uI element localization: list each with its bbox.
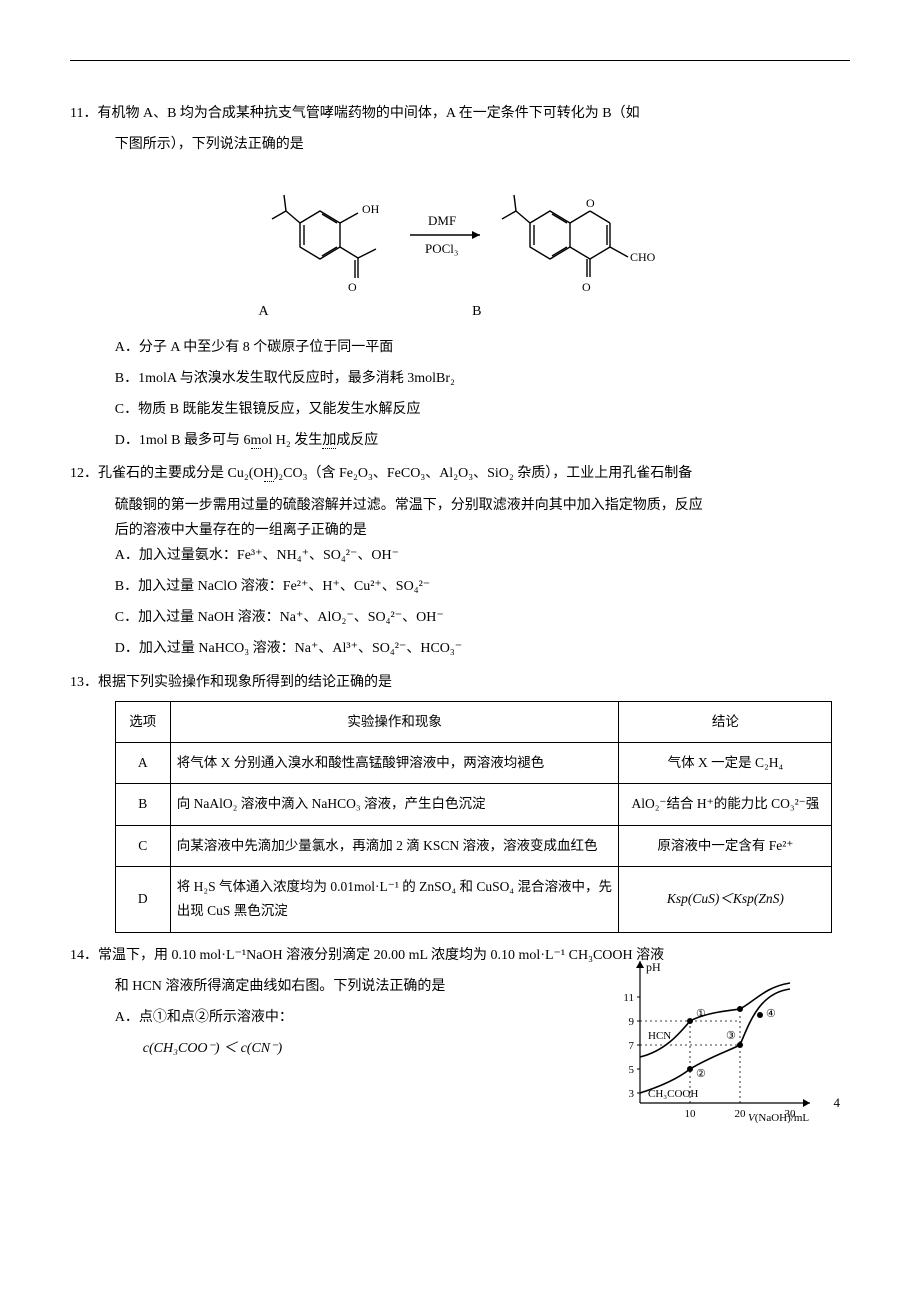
- ytick-7: 7: [629, 1040, 635, 1052]
- y-ticks: 3 5 7 9 11: [623, 992, 634, 1100]
- q13-r2-concl: 原溶液中一定含有 Fe²⁺: [619, 825, 832, 866]
- q13-r3-op: 将 H₂S 气体通入浓度均为 0.01mol·L⁻¹ 的 ZnSO₄ 和 CuS…: [170, 867, 619, 933]
- ytick-9: 9: [629, 1016, 635, 1028]
- hcn-label: HCN: [648, 1030, 671, 1042]
- question-14: 14．常温下，用 0.10 mol·L⁻¹NaOH 溶液分别滴定 20.00 m…: [70, 943, 850, 1062]
- q11-stem-line1: 有机物 A、B 均为合成某种抗支气管哮喘药物的中间体，A 在一定条件下可转化为 …: [97, 106, 639, 121]
- question-11: 11．有机物 A、B 均为合成某种抗支气管哮喘药物的中间体，A 在一定条件下可转…: [70, 101, 850, 453]
- q12-options: A．加入过量氨水：Fe³⁺、NH₄⁺、SO₄²⁻、OH⁻ B．加入过量 NaCl…: [70, 543, 850, 662]
- ytick-3: 3: [629, 1088, 635, 1100]
- arrow-top-text: DMF: [428, 213, 456, 228]
- table-row: A 将气体 X 分别通入溴水和酸性高锰酸钾溶液中，两溶液均褪色 气体 X 一定是…: [115, 743, 832, 784]
- reaction-arrow-head: [472, 231, 480, 239]
- xtick-20: 20: [735, 1108, 747, 1120]
- pt1: ①: [696, 1008, 706, 1020]
- q12-opt-a: A．加入过量氨水：Fe³⁺、NH₄⁺、SO₄²⁻、OH⁻: [115, 543, 850, 568]
- q14-titration-graph: 3 5 7 9 11 10 20 30: [610, 953, 820, 1132]
- q13-stem: 13．根据下列实验操作和现象所得到的结论正确的是: [70, 670, 850, 695]
- q14-opt-a-line1: A．点①和点②所示溶液中：: [115, 1005, 567, 1030]
- q11-options: A．分子 A 中至少有 8 个碳原子位于同一平面 B．1molA 与浓溴水发生取…: [70, 335, 850, 454]
- xtick-10: 10: [685, 1108, 697, 1120]
- xlabel: V(NaOH)/mL: [748, 1112, 809, 1123]
- q13-number: 13．: [70, 675, 98, 690]
- pt3: ③: [726, 1030, 736, 1042]
- q14-stem-line2: 和 HCN 溶液所得滴定曲线如右图。下列说法正确的是: [115, 974, 567, 999]
- q13-table: 选项 实验操作和现象 结论 A 将气体 X 分别通入溴水和酸性高锰酸钾溶液中，两…: [115, 701, 833, 933]
- x-axis-arrow: [803, 1099, 810, 1107]
- q13-header-row: 选项 实验操作和现象 结论: [115, 701, 832, 742]
- molecule-b: [502, 195, 628, 277]
- molecule-a: [272, 195, 376, 278]
- q14-svg: 3 5 7 9 11 10 20 30: [610, 953, 820, 1123]
- q13-h2: 结论: [619, 701, 832, 742]
- q13-stem-text: 根据下列实验操作和现象所得到的结论正确的是: [98, 675, 392, 690]
- q11-opt-d: D．1mol B 最多可与 6mol H₂ 发生加成反应: [115, 428, 850, 453]
- table-row: D 将 H₂S 气体通入浓度均为 0.01mol·L⁻¹ 的 ZnSO₄ 和 C…: [115, 867, 832, 933]
- ylabel: pH: [646, 960, 661, 974]
- question-12: 12．孔雀石的主要成分是 Cu₂(OH)₂CO₃（含 Fe₂O₃、FeCO₃、A…: [70, 461, 850, 661]
- question-13: 13．根据下列实验操作和现象所得到的结论正确的是 选项 实验操作和现象 结论 A…: [70, 670, 850, 933]
- table-row: C 向某溶液中先滴加少量氯水，再滴加 2 滴 KSCN 溶液，溶液变成血红色 原…: [115, 825, 832, 866]
- q11-stem-cont: 下图所示），下列说法正确的是: [70, 132, 850, 157]
- q11-svg: OH O DMF POCl₃: [240, 163, 680, 303]
- q13-r1-op: 向 NaAlO₂ 溶液中滴入 NaHCO₃ 溶液，产生白色沉淀: [170, 784, 619, 825]
- q14-number: 14．: [70, 948, 98, 963]
- point-labels: ① ② ③ ④: [696, 1008, 776, 1080]
- q11-stem: 11．有机物 A、B 均为合成某种抗支气管哮喘药物的中间体，A 在一定条件下可转…: [70, 101, 850, 126]
- q11-number: 11．: [70, 106, 97, 121]
- molA-letter: A: [259, 299, 269, 324]
- q12-number: 12．: [70, 466, 98, 481]
- molB-o1-label: O: [586, 196, 595, 210]
- q12-opt-c: C．加入过量 NaOH 溶液：Na⁺、AlO₂⁻、SO₄²⁻、OH⁻: [115, 605, 850, 630]
- q12-stem-cont: 硫酸铜的第一步需用过量的硫酸溶解并过滤。常温下，分别取滤液并向其中加入指定物质，…: [70, 493, 850, 543]
- molB-cho-label: CHO: [630, 250, 656, 264]
- q13-h0: 选项: [115, 701, 170, 742]
- q14-stem-line1: 常温下，用 0.10 mol·L⁻¹NaOH 溶液分别滴定 20.00 mL 浓…: [98, 948, 664, 963]
- molA-oh-label: OH: [362, 202, 380, 216]
- q12-opt-d: D．加入过量 NaHCO₃ 溶液：Na⁺、Al³⁺、SO₄²⁻、HCO₃⁻: [115, 636, 850, 661]
- molB-letter: B: [472, 299, 481, 324]
- q12-stem: 12．孔雀石的主要成分是 Cu₂(OH)₂CO₃（含 Fe₂O₃、FeCO₃、A…: [70, 461, 850, 486]
- molA-o-label: O: [348, 280, 357, 294]
- q13-r2-op: 向某溶液中先滴加少量氯水，再滴加 2 滴 KSCN 溶液，溶液变成血红色: [170, 825, 619, 866]
- q13-r1-opt: B: [115, 784, 170, 825]
- y-axis-arrow: [636, 961, 644, 968]
- q13-r3-concl: Ksp(CuS)＜Ksp(ZnS): [619, 867, 832, 933]
- table-row: B 向 NaAlO₂ 溶液中滴入 NaHCO₃ 溶液，产生白色沉淀 AlO₂⁻结…: [115, 784, 832, 825]
- q11-reaction-diagram: OH O DMF POCl₃: [70, 163, 850, 324]
- ytick-11: 11: [623, 992, 634, 1004]
- molB-o2-label: O: [582, 280, 591, 294]
- ch3cooh-label: CH₃COOH: [648, 1088, 698, 1100]
- q13-r3-opt: D: [115, 867, 170, 933]
- page-top-rule: [70, 60, 850, 61]
- arrow-bot-text: POCl₃: [425, 241, 458, 256]
- q13-r0-concl: 气体 X 一定是 C₂H₄: [619, 743, 832, 784]
- curve-hcn: [640, 983, 790, 1057]
- q11-opt-c: C．物质 B 既能发生银镜反应，又能发生水解反应: [115, 397, 850, 422]
- q11-opt-b: B．1molA 与浓溴水发生取代反应时，最多消耗 3molBr₂: [115, 366, 850, 391]
- q12-opt-b: B．加入过量 NaClO 溶液：Fe²⁺、H⁺、Cu²⁺、SO₄²⁻: [115, 574, 850, 599]
- q11-opt-a: A．分子 A 中至少有 8 个碳原子位于同一平面: [115, 335, 850, 360]
- q11-mol-labels: A B: [70, 299, 850, 324]
- q13-r1-concl: AlO₂⁻结合 H⁺的能力比 CO₃²⁻强: [619, 784, 832, 825]
- q14-body: 和 HCN 溶液所得滴定曲线如右图。下列说法正确的是 A．点①和点②所示溶液中：…: [70, 974, 567, 1062]
- q13-r0-opt: A: [115, 743, 170, 784]
- q12-stem-line3: 后的溶液中大量存在的一组离子正确的是: [115, 518, 850, 543]
- q13-h1: 实验操作和现象: [170, 701, 619, 742]
- q13-r2-opt: C: [115, 825, 170, 866]
- q14-opt-a-line2: c(CH₃COO⁻) ＜ c(CN⁻): [115, 1036, 567, 1061]
- ytick-5: 5: [629, 1064, 635, 1076]
- pt4: ④: [766, 1008, 776, 1020]
- q11-stem-line2: 下图所示），下列说法正确的是: [115, 137, 304, 152]
- pt2: ②: [696, 1068, 706, 1080]
- q12-stem-line2: 硫酸铜的第一步需用过量的硫酸溶解并过滤。常温下，分别取滤液并向其中加入指定物质，…: [115, 493, 850, 518]
- q13-r0-op: 将气体 X 分别通入溴水和酸性高锰酸钾溶液中，两溶液均褪色: [170, 743, 619, 784]
